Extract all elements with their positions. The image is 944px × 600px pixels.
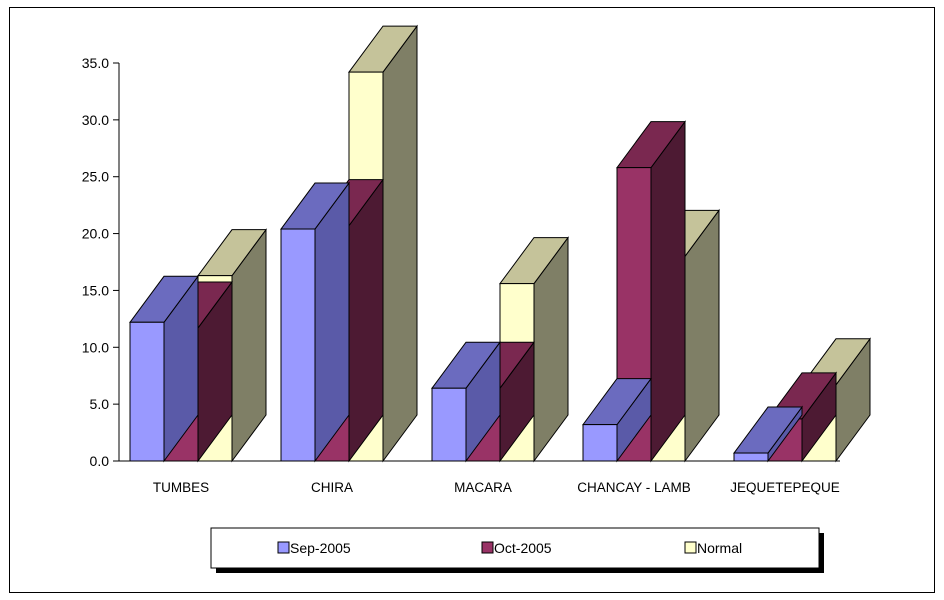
bar-front (733, 452, 769, 462)
y-tick-label: 25.0 (82, 169, 109, 185)
y-tick-label: 35.0 (82, 55, 109, 71)
bar (280, 181, 350, 463)
bar-side (314, 181, 350, 463)
x-tick-label: JEQUETEPEQUE (730, 480, 840, 495)
bar-front (129, 321, 165, 462)
bar-chart: 0.0 5.0 10.0 15.0 20.0 25.0 30.0 35.0 TUMBES CHI… (82, 24, 871, 573)
y-tick-label: 15.0 (82, 282, 109, 298)
y-tick-label: 10.0 (82, 339, 109, 355)
bar-front (582, 424, 618, 462)
legend-swatch (277, 541, 290, 554)
bar (431, 340, 501, 463)
y-axis: 0.0 5.0 10.0 15.0 20.0 25.0 30.0 35.0 (82, 55, 120, 469)
legend-label: Sep-2005 (290, 540, 351, 556)
bar (582, 377, 652, 463)
y-tick-label: 20.0 (82, 226, 109, 242)
bar-group (733, 337, 871, 463)
bar (129, 274, 199, 463)
legend-swatch (684, 541, 697, 554)
bar-group (431, 236, 569, 463)
bar-side (382, 24, 418, 463)
x-tick-label: TUMBES (153, 480, 209, 495)
chart-frame: 0.0 5.0 10.0 15.0 20.0 25.0 30.0 35.0 TUMBES CHI… (9, 7, 935, 593)
bar-group (129, 228, 267, 463)
bar-group (582, 120, 720, 463)
x-tick-label: MACARA (454, 480, 512, 495)
legend-box (210, 527, 820, 569)
legend-label: Oct-2005 (494, 540, 552, 556)
y-tick-label: 0.0 (90, 453, 110, 469)
legend-swatch (481, 541, 494, 554)
bar-side (650, 120, 686, 463)
bar-side (348, 178, 384, 463)
x-tick-label: CHANCAY - LAMB (577, 480, 691, 495)
x-axis-labels: TUMBES CHIRA MACARA CHANCAY - LAMB JEQUETEPE… (153, 480, 840, 495)
y-tick-label: 5.0 (90, 396, 110, 412)
legend: Sep-2005 Oct-2005 Normal (210, 527, 824, 573)
bar (733, 405, 803, 463)
bar-front (280, 228, 316, 462)
bar-front (431, 387, 467, 462)
legend-label: Normal (697, 540, 742, 556)
x-tick-label: CHIRA (311, 480, 353, 495)
bar-group (280, 24, 418, 463)
y-tick-label: 30.0 (82, 112, 109, 128)
bars (119, 24, 871, 463)
